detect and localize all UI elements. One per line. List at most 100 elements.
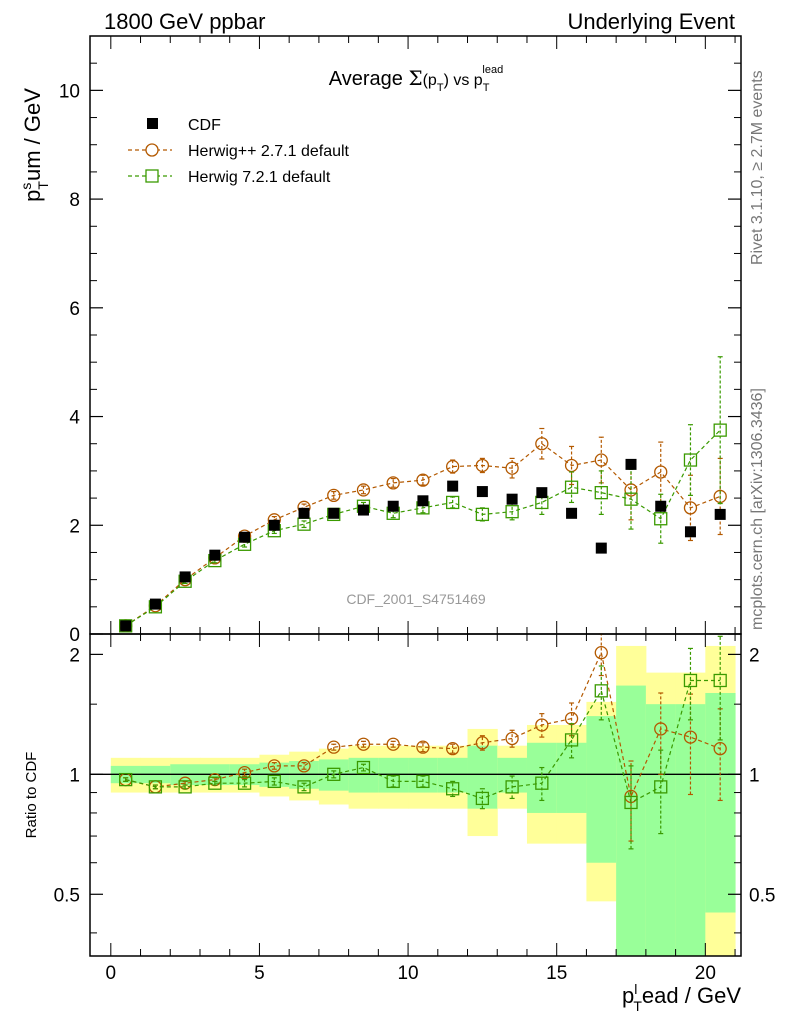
herwigpp-point [594, 453, 608, 467]
herwigpp-point [535, 437, 549, 451]
ratio-y-tick-label-right: 1 [749, 765, 760, 786]
header-right: Underlying Event [567, 9, 735, 34]
legend-label-cdf: CDF [188, 117, 221, 134]
legend-label-herwigpp: Herwig++ 2.7.1 default [188, 143, 350, 160]
cdf-point [417, 495, 429, 507]
ratio-herwig7-point [594, 684, 608, 698]
herwig7-point [654, 512, 668, 526]
cdf-point [536, 487, 548, 499]
ratio-herwigpp-line [125, 650, 721, 799]
ratio-band-inner [556, 742, 587, 813]
cdf-point [506, 493, 518, 505]
ratio-band-inner [437, 757, 469, 793]
ratio-herwig7-point [416, 774, 430, 789]
herwigpp-point [416, 473, 430, 487]
cdf-point [566, 507, 578, 519]
ratio-herwigpp-point [713, 741, 727, 756]
cdf-point [714, 508, 726, 520]
herwigpp-point [386, 476, 400, 490]
herwigpp-point [505, 461, 519, 475]
herwig7-point [564, 480, 579, 494]
x-tick-label: 5 [254, 963, 265, 984]
y-tick-label: 10 [59, 81, 80, 102]
herwigpp-point [356, 483, 371, 497]
watermark: CDF_2001_S4751469 [346, 591, 486, 607]
y-axis-label: psTum / GeV [18, 88, 51, 202]
chart-title: Average Σ(pT) vs pTlead [329, 64, 503, 94]
ratio-herwigpp-point [297, 759, 311, 773]
cdf-point [268, 519, 280, 531]
legend: CDF Herwig++ 2.7.1 default Herwig 7.2.1 … [128, 117, 350, 186]
cdf-point [625, 458, 637, 470]
herwig7-point [297, 517, 311, 531]
herwig7-point [594, 486, 608, 500]
ratio-band-inner [467, 745, 498, 809]
ratio-band-inner [645, 704, 677, 956]
ratio-panel: 0.5 0.51 12 20 5 10 15 20 Ratio to CDF pl Tead /… [23, 633, 775, 1014]
herwig7-point [505, 505, 519, 519]
ratio-herwigpp-point [475, 736, 490, 750]
ratio-herwigpp-point [564, 711, 579, 726]
header-left: 1800 GeV ppbar [104, 9, 265, 34]
ratio-herwigpp-point [267, 759, 281, 773]
cdf-point [684, 526, 696, 538]
ratio-y-tick-label: 1 [69, 765, 80, 786]
cdf-point [209, 549, 221, 561]
x-axis-label: pl Tead / GeV [622, 981, 741, 1014]
main-panel: 0 2 4 6 8 10 CDF_2001_S4751469 Average Σ(pT) … [18, 35, 742, 646]
herwig7-point [475, 507, 490, 522]
ratio-band-inner [705, 692, 736, 913]
main-marks [119, 356, 727, 633]
ratio-herwig7-point [505, 780, 519, 794]
ratio-herwigpp-point [505, 731, 519, 746]
herwig7-line [125, 429, 721, 627]
x-tick-label: 20 [695, 963, 716, 984]
ratio-herwig7-point [475, 791, 490, 806]
ratio-herwig7-point [446, 782, 460, 796]
ratio-herwigpp-point [327, 740, 341, 754]
cdf-point [149, 598, 161, 610]
ratio-band-inner [586, 716, 617, 863]
cdf-point [476, 486, 488, 498]
herwig7-point [624, 492, 638, 506]
side-label-bottom: mcplots.cern.ch [arXiv:1306.3436] [749, 388, 766, 630]
cdf-point [387, 500, 399, 512]
herwigpp-point [654, 465, 668, 479]
ratio-frame [89, 633, 742, 957]
cdf-point [120, 620, 132, 632]
x-tick-label: 0 [106, 963, 117, 984]
side-label-top: Rivet 3.1.10, ≥ 2.7M events [749, 70, 766, 265]
ratio-herwigpp-point [416, 740, 430, 754]
ratio-y-tick-label-right: 2 [749, 645, 760, 666]
ratio-herwigpp-point [386, 737, 400, 751]
ratio-herwig7-point [683, 673, 698, 688]
x-tick-label: 15 [546, 963, 567, 984]
cdf-point [239, 531, 251, 543]
herwig7-point [119, 619, 133, 633]
herwig7-point [683, 453, 698, 467]
ratio-herwigpp-point [356, 737, 371, 751]
ratio-herwig7-point [178, 780, 192, 794]
ratio-herwig7-point [386, 774, 400, 789]
y-tick-label: 6 [69, 299, 80, 320]
cdf-point [595, 542, 607, 554]
y-tick-label: 0 [69, 625, 80, 646]
y-tick-label: 8 [69, 190, 80, 211]
ratio-band-inner [348, 757, 379, 793]
ratio-herwig7-point [208, 776, 222, 790]
legend-marker-cdf [147, 118, 158, 129]
cdf-point [655, 500, 667, 512]
cdf-point [357, 504, 369, 516]
ratio-herwigpp-point [683, 730, 698, 744]
herwigpp-point [475, 458, 490, 473]
cdf-point [179, 571, 191, 583]
ratio-herwig7-point [267, 774, 281, 789]
ratio-herwig7-point [713, 673, 727, 688]
main-axes: 0 2 4 6 8 10 [59, 35, 741, 646]
herwigpp-point [683, 501, 698, 515]
herwigpp-point [327, 488, 341, 503]
ratio-band-inner [675, 704, 706, 956]
herwig7-point [446, 495, 460, 510]
ratio-herwig7-point [356, 760, 371, 775]
